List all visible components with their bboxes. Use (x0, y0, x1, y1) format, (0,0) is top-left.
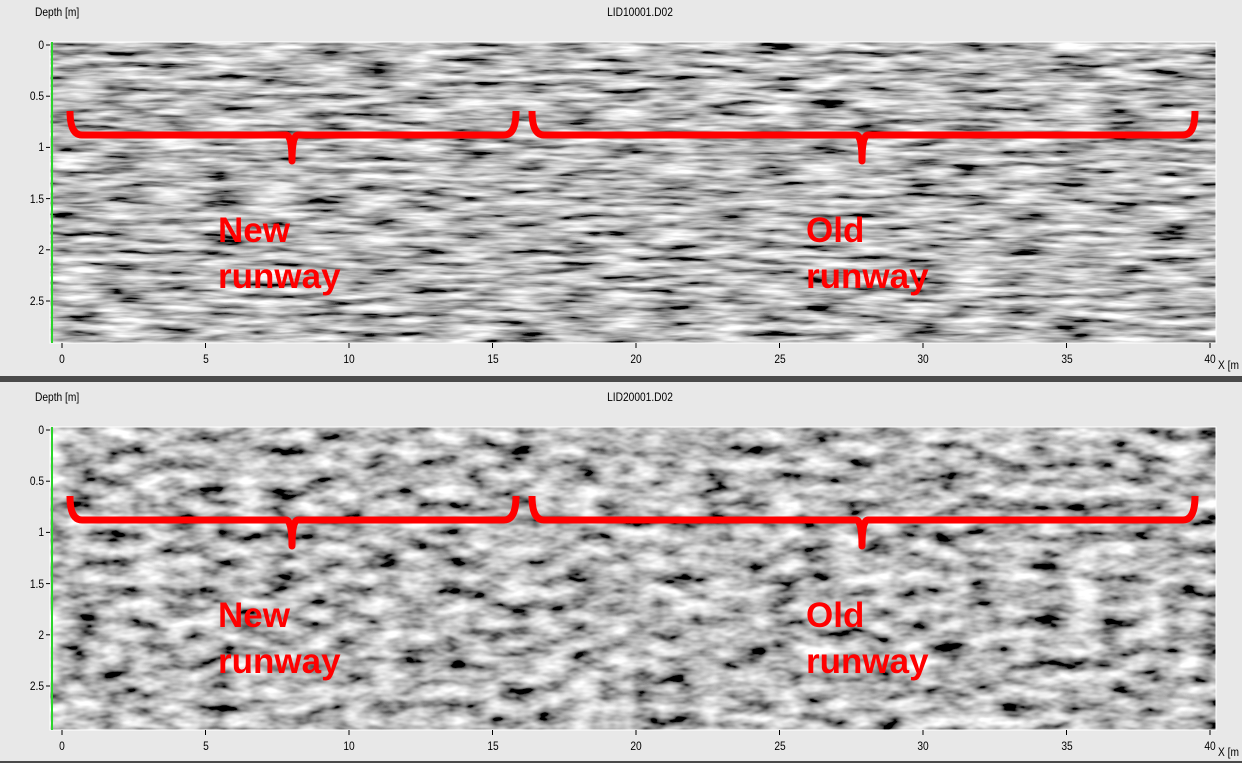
annotation: New (218, 211, 290, 250)
panel-divider (0, 761, 1242, 763)
bracket (66, 110, 520, 165)
x-tick-label: 35 (1060, 739, 1073, 753)
x-tick-label: 15 (486, 352, 499, 366)
x-tick-label: 30 (917, 352, 929, 366)
annotation: runway (806, 642, 929, 681)
annotation: runway (218, 257, 341, 296)
x-tick-label: 40 (1204, 352, 1216, 366)
y-tick-label: 2.5 (29, 679, 44, 693)
x-tick-label: 20 (630, 739, 642, 753)
x-tick-label: 25 (773, 739, 786, 753)
x-tick-label: 10 (343, 739, 355, 753)
annotation: New (218, 596, 290, 635)
x-tick-label: 0 (59, 352, 65, 366)
y-tick-label: 1.5 (29, 191, 44, 206)
y-tick-label: 1 (38, 140, 44, 155)
bracket (528, 110, 1199, 165)
annotation: Old (806, 596, 865, 635)
y-tick-label: 0 (38, 38, 44, 52)
y-tick-label: 2.5 (29, 294, 44, 308)
x-tick-label: 35 (1060, 352, 1073, 366)
panel-title: LID10001.D02 (607, 5, 673, 19)
annotation: runway (218, 642, 341, 681)
plot-frame (49, 41, 1217, 344)
plot-frame (49, 426, 1217, 731)
annotation: runway (806, 257, 929, 296)
x-axis-label: X [m (1218, 745, 1239, 759)
bracket (528, 495, 1199, 550)
panel-divider (0, 376, 1242, 382)
y-tick-label: 0.5 (29, 474, 44, 489)
x-tick-label: 0 (59, 739, 65, 753)
annotation: Old (806, 211, 865, 250)
y-tick-label: 2 (38, 242, 44, 257)
y-axis-label: Depth [m] (35, 390, 80, 404)
y-tick-label: 1 (38, 525, 44, 540)
x-axis-label: X [m (1218, 358, 1239, 372)
x-tick-label: 20 (630, 352, 642, 366)
x-tick-label: 40 (1204, 739, 1216, 753)
y-axis-label: Depth [m] (35, 5, 80, 19)
y-tick-label: 1.5 (29, 576, 44, 591)
x-tick-label: 15 (486, 739, 499, 753)
y-tick-label: 0.5 (29, 89, 44, 104)
y-tick-label: 0 (38, 423, 44, 437)
bracket (66, 495, 520, 550)
radargram (50, 427, 1216, 730)
x-tick-label: 10 (343, 352, 355, 366)
panel-title: LID20001.D02 (607, 390, 673, 404)
x-tick-label: 30 (917, 739, 929, 753)
radargram (50, 42, 1216, 343)
x-tick-label: 25 (773, 352, 786, 366)
x-tick-label: 5 (202, 352, 209, 366)
x-tick-label: 5 (202, 739, 209, 753)
y-tick-label: 2 (38, 627, 44, 642)
